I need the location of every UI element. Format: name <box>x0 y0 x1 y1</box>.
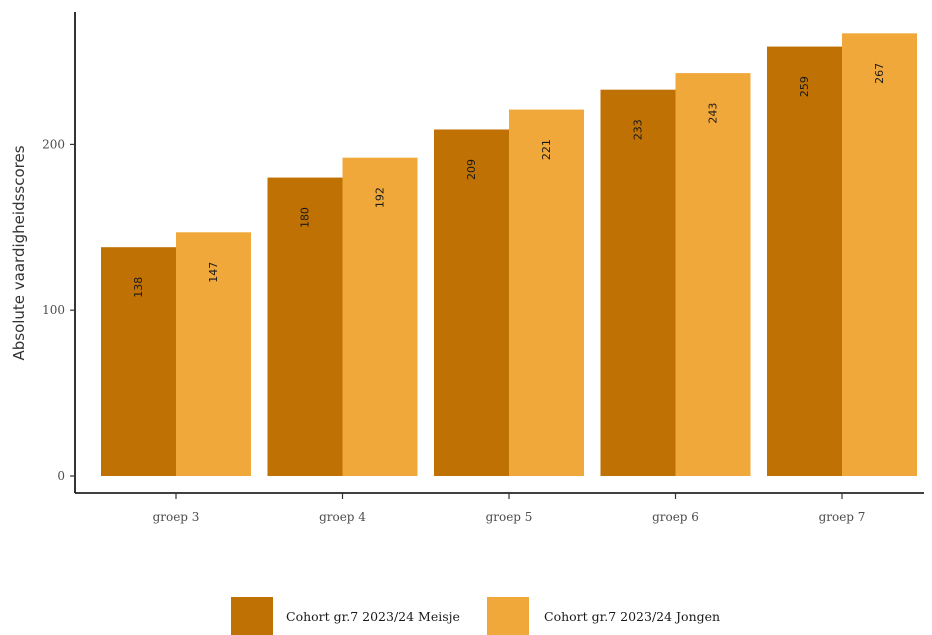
bar <box>842 33 917 477</box>
bar-value-label: 147 <box>207 262 220 283</box>
legend-swatch <box>487 597 529 635</box>
x-tick-label: groep 5 <box>486 510 533 524</box>
legend: Cohort gr.7 2023/24 Meisje Cohort gr.7 20… <box>231 597 720 635</box>
bar <box>267 177 343 476</box>
legend-label: Cohort gr.7 2023/24 Jongen <box>544 609 720 624</box>
y-tick-label: 200 <box>42 137 65 151</box>
bar-value-label: 259 <box>798 76 811 97</box>
legend-swatch <box>231 597 273 635</box>
bar <box>176 232 251 476</box>
bars-group <box>101 33 917 477</box>
bar <box>675 73 751 476</box>
bar-value-label: 267 <box>873 63 886 84</box>
x-tick-label: groep 3 <box>153 510 200 524</box>
bar <box>767 46 842 476</box>
bar-value-label: 138 <box>132 277 145 298</box>
bar <box>342 157 418 476</box>
legend-label: Cohort gr.7 2023/24 Meisje <box>286 609 460 624</box>
bar-value-label: 209 <box>465 159 478 180</box>
bar-value-label: 243 <box>707 103 720 124</box>
bar-value-label: 233 <box>632 119 645 140</box>
x-tick-label: groep 7 <box>819 510 866 524</box>
bar <box>101 247 176 476</box>
y-axis-title: Absolute vaardigheidsscores <box>10 145 28 360</box>
bar <box>434 129 509 476</box>
bar-value-label: 180 <box>299 207 312 228</box>
bar <box>509 109 584 476</box>
x-axis-ticks: groep 3 groep 4 groep 5 groep 6 groep 7 <box>153 493 866 524</box>
y-axis-ticks: 0 100 200 <box>42 137 75 483</box>
x-tick-label: groep 4 <box>319 510 366 524</box>
x-tick-label: groep 6 <box>652 510 699 524</box>
bar <box>600 89 676 476</box>
bar-value-label: 192 <box>374 187 387 208</box>
y-tick-label: 100 <box>42 303 65 317</box>
y-tick-label: 0 <box>57 469 65 483</box>
bar-value-label: 221 <box>540 139 553 160</box>
bar-labels-group: 138 147 180 192 209 221 233 243 259 267 <box>132 63 886 298</box>
